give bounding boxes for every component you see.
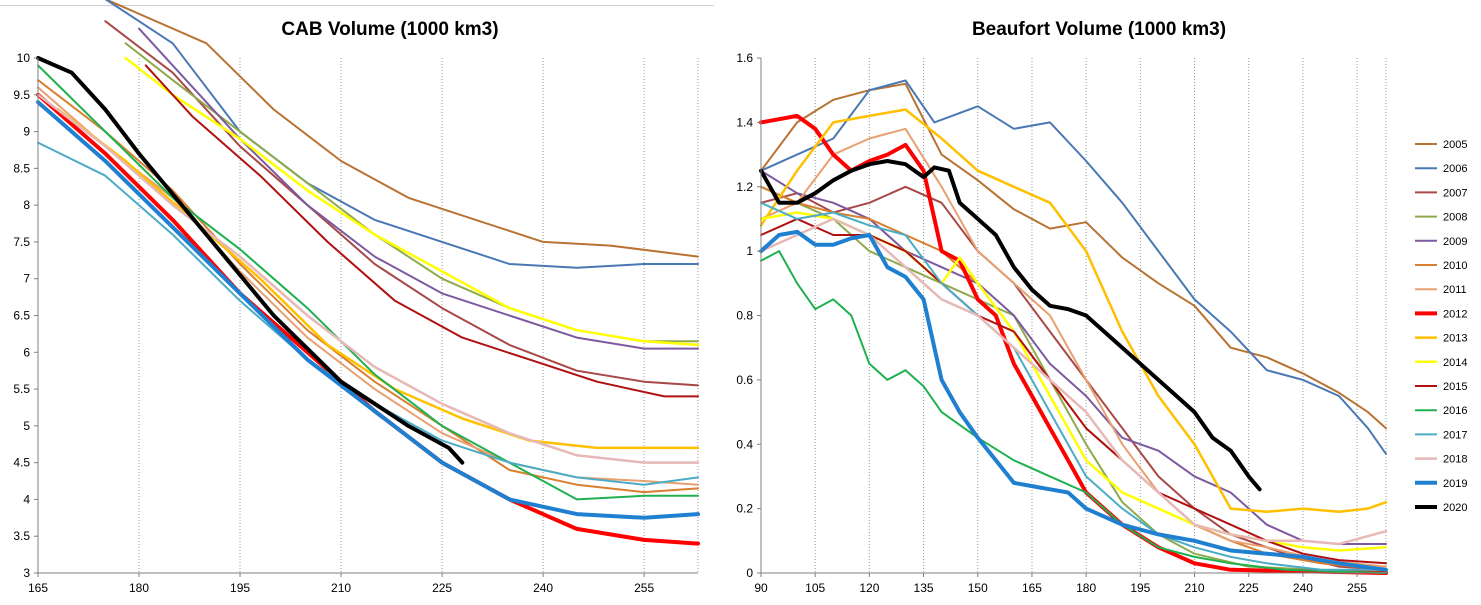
chart-title: CAB Volume (1000 km3) bbox=[281, 19, 498, 40]
y-tick-label: 6.5 bbox=[13, 309, 30, 323]
x-tick-label: 150 bbox=[968, 581, 988, 595]
y-tick-label: 5.5 bbox=[13, 382, 30, 396]
x-tick-label: 225 bbox=[1239, 581, 1259, 595]
x-tick-label: 180 bbox=[129, 581, 149, 595]
series-line-2011 bbox=[37, 86, 699, 486]
x-tick-label: 240 bbox=[1293, 581, 1313, 595]
y-tick-label: 3 bbox=[23, 566, 30, 580]
y-tick-label: 5 bbox=[23, 419, 30, 433]
series-line-2018 bbox=[759, 217, 1388, 546]
y-tick-label: 1.4 bbox=[736, 115, 753, 129]
y-tick-label: 0 bbox=[746, 566, 753, 580]
y-tick-label: 8 bbox=[23, 198, 30, 212]
series-line-2016 bbox=[760, 250, 1387, 574]
x-tick-label: 225 bbox=[432, 581, 452, 595]
y-tick-label: 1.6 bbox=[736, 51, 753, 65]
series-line-2010 bbox=[37, 79, 699, 494]
legend-label-2011: 2011 bbox=[1443, 284, 1467, 296]
x-tick-label: 240 bbox=[533, 581, 553, 595]
x-tick-label: 255 bbox=[634, 581, 654, 595]
chart-title: Beaufort Volume (1000 km3) bbox=[972, 19, 1226, 40]
series-line-2014 bbox=[124, 56, 700, 347]
legend-label-2008: 2008 bbox=[1443, 212, 1467, 224]
beaufort-volume-chart: Beaufort Volume (1000 km3) 0 0.2 0.4 0.6 0.8… bbox=[736, 19, 1467, 595]
legend-label-2006: 2006 bbox=[1443, 163, 1467, 175]
series-line-2018 bbox=[36, 93, 700, 464]
y-tick-label: 0.2 bbox=[736, 502, 753, 516]
series-line-2006 bbox=[760, 79, 1387, 455]
x-tick-label: 105 bbox=[805, 581, 825, 595]
legend-label-2017: 2017 bbox=[1443, 429, 1467, 441]
x-tick-label: 255 bbox=[1347, 581, 1367, 595]
y-tick-label: 0.4 bbox=[736, 437, 753, 451]
y-tick-label: 1.2 bbox=[736, 180, 753, 194]
y-tick-label: 8.5 bbox=[13, 161, 30, 175]
series-line-2005 bbox=[104, 0, 699, 258]
series-line-2006 bbox=[104, 0, 699, 269]
x-tick-label: 120 bbox=[859, 581, 879, 595]
x-tick-label: 210 bbox=[1185, 581, 1205, 595]
series-line-2020 bbox=[36, 56, 465, 465]
legend-label-2015: 2015 bbox=[1443, 381, 1467, 393]
series-line-2020 bbox=[759, 159, 1262, 492]
y-tick-label: 0.8 bbox=[736, 309, 753, 323]
legend-label-2007: 2007 bbox=[1443, 187, 1467, 199]
legend-label-2016: 2016 bbox=[1443, 405, 1467, 417]
y-tick-label: 0.6 bbox=[736, 373, 753, 387]
series-line-2012 bbox=[759, 113, 1388, 575]
legend-label-2014: 2014 bbox=[1443, 357, 1467, 369]
legend-label-2005: 2005 bbox=[1443, 139, 1467, 151]
series-line-2019 bbox=[759, 229, 1388, 572]
series-line-2019 bbox=[36, 100, 700, 520]
y-tick-label: 4 bbox=[23, 492, 30, 506]
legend-label-2020: 2020 bbox=[1443, 502, 1467, 514]
legend-label-2013: 2013 bbox=[1443, 333, 1467, 345]
series-line-2007 bbox=[760, 185, 1387, 571]
x-tick-label: 210 bbox=[331, 581, 351, 595]
x-tick-label: 165 bbox=[1022, 581, 1042, 595]
series-line-2008 bbox=[124, 42, 699, 343]
legend-label-2018: 2018 bbox=[1443, 454, 1467, 466]
y-tick-label: 7 bbox=[23, 272, 30, 286]
x-tick-label: 180 bbox=[1076, 581, 1096, 595]
x-tick-label: 195 bbox=[230, 581, 250, 595]
series-line-2009 bbox=[760, 169, 1387, 545]
series-line-2007 bbox=[104, 20, 699, 387]
legend-label-2012: 2012 bbox=[1443, 308, 1467, 320]
series-line-2016 bbox=[37, 64, 699, 501]
series-line-2017 bbox=[760, 201, 1387, 571]
x-tick-label: 135 bbox=[914, 581, 934, 595]
y-tick-label: 3.5 bbox=[13, 529, 30, 543]
y-tick-label: 10 bbox=[17, 51, 31, 65]
y-tick-label: 6 bbox=[23, 345, 30, 359]
legend-label-2019: 2019 bbox=[1443, 478, 1467, 490]
cab-volume-chart: CAB Volume (1000 km3) 3 3.5 4 4.5 5 5.5 6 6.5 7 7… bbox=[13, 0, 700, 595]
series-line-2013 bbox=[56, 108, 700, 450]
series-line-2013 bbox=[759, 108, 1388, 514]
series-line-2010 bbox=[760, 185, 1387, 571]
x-tick-label: 90 bbox=[754, 581, 768, 595]
top-divider bbox=[0, 5, 714, 6]
y-tick-label: 9 bbox=[23, 125, 30, 139]
series-line-2009 bbox=[138, 27, 699, 350]
x-tick-label: 195 bbox=[1130, 581, 1150, 595]
legend: 2005 2006 2007 2008 2009 2010 2011 2012 2013 2014… bbox=[1415, 139, 1467, 514]
series-line-2008 bbox=[760, 185, 1387, 574]
y-tick-label: 7.5 bbox=[13, 235, 30, 249]
y-tick-label: 4.5 bbox=[13, 456, 30, 470]
y-tick-label: 9.5 bbox=[13, 88, 30, 102]
series-line-2015 bbox=[144, 64, 699, 398]
y-tick-label: 1 bbox=[746, 244, 753, 258]
legend-label-2010: 2010 bbox=[1443, 260, 1467, 272]
series-line-2011 bbox=[760, 127, 1387, 568]
x-tick-label: 165 bbox=[28, 581, 48, 595]
series-line-2015 bbox=[760, 217, 1387, 565]
legend-label-2009: 2009 bbox=[1443, 236, 1467, 248]
